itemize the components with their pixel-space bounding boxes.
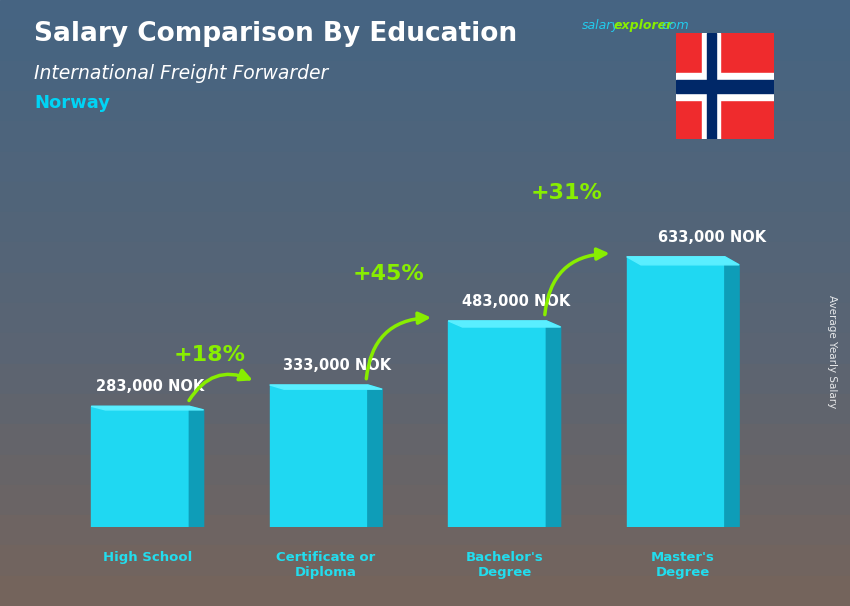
Bar (0, 273, 850, 303)
Bar (0, 121, 850, 152)
Polygon shape (190, 406, 204, 527)
Text: Bachelor's
Degree: Bachelor's Degree (466, 551, 543, 579)
Bar (0, 394, 850, 424)
Text: .com: .com (659, 19, 689, 32)
Bar (0, 364, 850, 394)
Bar (707, 33, 716, 139)
Text: Certificate or
Diploma: Certificate or Diploma (276, 551, 376, 579)
Text: Master's
Degree: Master's Degree (651, 551, 715, 579)
Bar (448, 321, 547, 527)
Bar (0, 303, 850, 333)
Text: salary: salary (582, 19, 620, 32)
Text: 333,000 NOK: 333,000 NOK (283, 358, 391, 373)
Text: High School: High School (103, 551, 192, 564)
Bar (0, 91, 850, 121)
Bar (0, 454, 850, 485)
Polygon shape (547, 321, 561, 527)
Bar (91, 406, 190, 527)
Bar (0, 0, 850, 30)
Text: 633,000 NOK: 633,000 NOK (658, 230, 766, 245)
Text: explorer: explorer (614, 19, 673, 32)
Bar (269, 385, 368, 527)
Bar (702, 33, 720, 139)
Bar (0, 515, 850, 545)
Bar (0, 545, 850, 576)
Bar (0, 333, 850, 364)
Bar (0, 152, 850, 182)
Bar (0, 424, 850, 454)
Bar (0, 30, 850, 61)
Bar (0, 485, 850, 515)
Text: Norway: Norway (34, 94, 110, 112)
Text: +31%: +31% (531, 182, 603, 202)
Text: +45%: +45% (353, 264, 424, 284)
Text: 283,000 NOK: 283,000 NOK (95, 379, 204, 395)
Polygon shape (269, 385, 382, 389)
Bar (0, 212, 850, 242)
Text: Average Yearly Salary: Average Yearly Salary (827, 295, 837, 408)
Polygon shape (91, 406, 204, 410)
Text: 483,000 NOK: 483,000 NOK (462, 294, 570, 309)
Polygon shape (448, 321, 561, 327)
Bar (0, 242, 850, 273)
Bar (0, 61, 850, 91)
Polygon shape (626, 257, 740, 265)
Bar (0, 576, 850, 606)
Text: +18%: +18% (174, 345, 246, 365)
Text: Salary Comparison By Education: Salary Comparison By Education (34, 21, 517, 47)
Bar (676, 73, 774, 99)
Polygon shape (368, 385, 382, 527)
Bar (626, 257, 725, 527)
Bar (676, 80, 774, 93)
Bar (0, 182, 850, 212)
Polygon shape (725, 257, 740, 527)
Text: International Freight Forwarder: International Freight Forwarder (34, 64, 328, 82)
